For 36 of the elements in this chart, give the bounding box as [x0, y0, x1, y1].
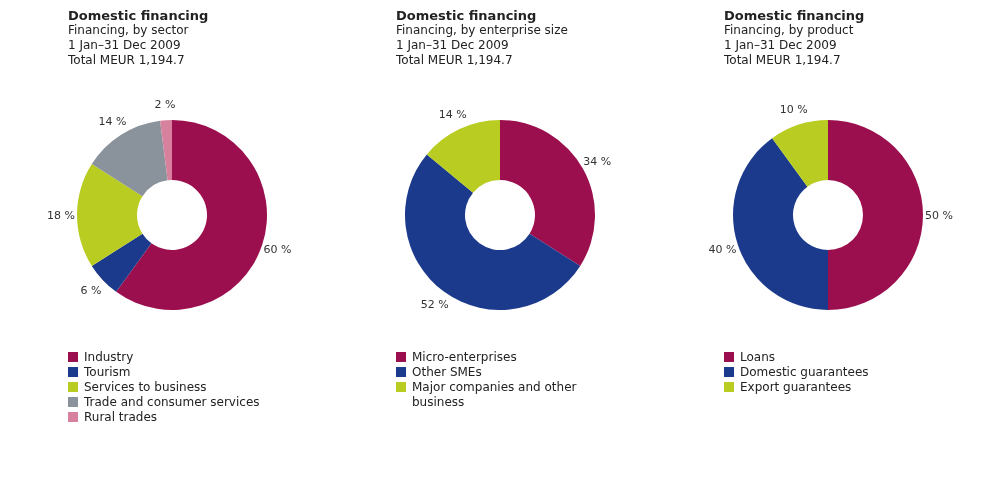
donut-slice	[77, 164, 143, 266]
data-label: 60 %	[263, 242, 292, 256]
donut-slice	[500, 120, 595, 266]
legend-label: Tourism	[84, 365, 131, 380]
donut-slice	[426, 120, 500, 193]
donut-slice	[160, 120, 172, 181]
legend-label: Industry	[84, 350, 134, 365]
legend-label: Domestic guarantees	[740, 365, 869, 380]
legend-label: Services to business	[84, 380, 207, 395]
data-label: 14 %	[438, 108, 467, 122]
chart-title: Domestic financing	[68, 8, 210, 23]
data-label: 10 %	[779, 102, 808, 116]
legend-label: Export guarantees	[740, 380, 852, 395]
legend-label: Major companies and other business	[412, 380, 578, 410]
legend-label: Micro-enterprises	[412, 350, 517, 365]
chart-subtitle: Financing, by enterprise size 1 Jan–31 Dec 2009 Total MEUR 1,194.7	[396, 23, 569, 68]
data-label: 50 %	[925, 208, 953, 222]
chart-subtitle: Financing, by sector 1 Jan–31 Dec 2009 Total MEUR 1,194.7	[68, 23, 190, 68]
chart-title: Domestic financing	[396, 8, 538, 23]
data-label: 14 %	[98, 114, 127, 128]
legend-label: Loans	[740, 350, 776, 365]
legend-label: Rural trades	[84, 410, 158, 425]
legend-label: Other SMEs	[412, 365, 482, 380]
data-label: 34 %	[583, 155, 612, 169]
chart-subtitle: Financing, by product 1 Jan–31 Dec 2009 Total MEUR 1,194.7	[724, 23, 855, 68]
data-label: 52 %	[420, 298, 449, 312]
data-label: 2 %	[154, 97, 176, 111]
data-label: 40 %	[708, 242, 737, 256]
donut-slice	[772, 120, 828, 187]
donut-slice	[405, 154, 581, 310]
chart-title: Domestic financing	[724, 8, 866, 23]
legend-label: Trade and consumer services	[84, 395, 260, 410]
data-label: 18 %	[47, 208, 75, 222]
donut-slice	[828, 120, 923, 310]
data-label: 6 %	[80, 284, 102, 298]
donut-slice	[91, 233, 152, 292]
